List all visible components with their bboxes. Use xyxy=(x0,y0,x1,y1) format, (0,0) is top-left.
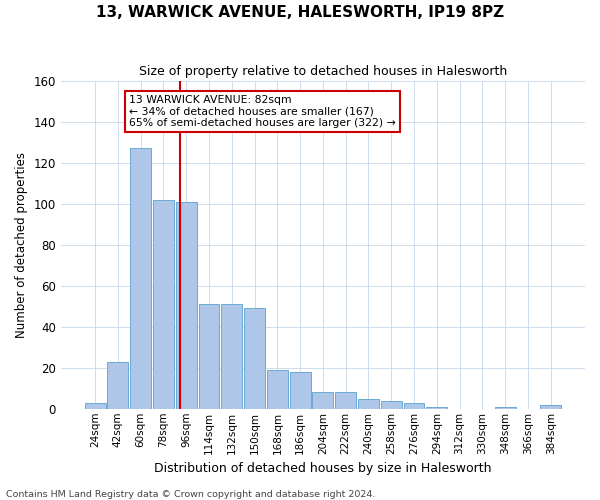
Bar xyxy=(107,362,128,409)
Bar xyxy=(267,370,288,409)
Bar xyxy=(290,372,311,409)
Bar xyxy=(199,304,220,409)
X-axis label: Distribution of detached houses by size in Halesworth: Distribution of detached houses by size … xyxy=(154,462,491,475)
Bar xyxy=(494,406,515,409)
Bar xyxy=(244,308,265,409)
Text: Contains HM Land Registry data © Crown copyright and database right 2024.: Contains HM Land Registry data © Crown c… xyxy=(6,490,376,499)
Bar xyxy=(153,200,174,409)
Bar xyxy=(221,304,242,409)
Bar xyxy=(381,400,402,409)
Bar xyxy=(130,148,151,409)
Bar xyxy=(313,392,334,409)
Bar xyxy=(540,404,561,409)
Bar xyxy=(335,392,356,409)
Bar xyxy=(176,202,197,409)
Y-axis label: Number of detached properties: Number of detached properties xyxy=(15,152,28,338)
Text: 13, WARWICK AVENUE, HALESWORTH, IP19 8PZ: 13, WARWICK AVENUE, HALESWORTH, IP19 8PZ xyxy=(96,5,504,20)
Bar xyxy=(358,398,379,409)
Text: 13 WARWICK AVENUE: 82sqm
← 34% of detached houses are smaller (167)
65% of semi-: 13 WARWICK AVENUE: 82sqm ← 34% of detach… xyxy=(129,95,396,128)
Title: Size of property relative to detached houses in Halesworth: Size of property relative to detached ho… xyxy=(139,65,507,78)
Bar xyxy=(85,402,106,409)
Bar xyxy=(404,402,424,409)
Bar xyxy=(427,406,447,409)
